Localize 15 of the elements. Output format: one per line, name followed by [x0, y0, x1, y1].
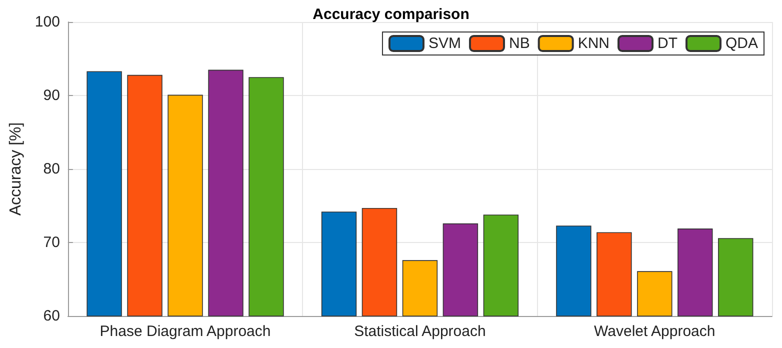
y-tick-label: 90 [43, 87, 60, 104]
legend-label: KNN [578, 35, 610, 52]
y-tick-label: 80 [43, 160, 60, 178]
chart-title: Accuracy comparison [312, 6, 470, 23]
y-tick-label: 60 [43, 308, 60, 324]
y-tick-label: 100 [34, 14, 60, 30]
legend-label: NB [508, 35, 530, 52]
x-tick-label: Phase Diagram Approach [100, 323, 271, 340]
x-tick-label: Wavelet Approach [594, 323, 716, 340]
legend-label: DT [658, 35, 678, 52]
legend-label: QDA [725, 35, 758, 52]
y-tick-label: 70 [43, 234, 60, 251]
y-axis-title: Accuracy [%] [8, 122, 24, 216]
x-tick-label: Statistical Approach [354, 323, 486, 340]
legend-label: SVM [428, 35, 462, 52]
